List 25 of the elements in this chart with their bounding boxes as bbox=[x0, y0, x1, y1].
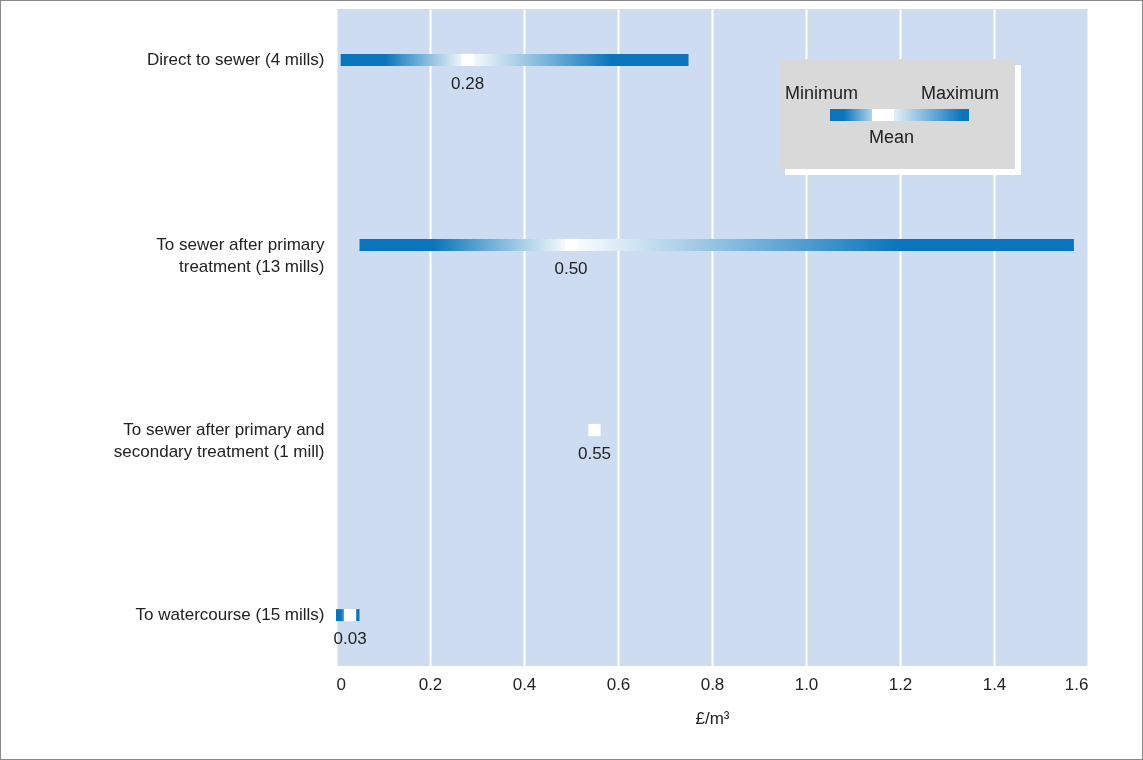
data-label: 0.55 bbox=[577, 444, 612, 464]
annotation: Minimum bbox=[785, 83, 859, 104]
x-tick-label: 1.6 bbox=[1064, 674, 1089, 694]
y-tick-label: To sewer after primary and secondary treatment (1 mill) bbox=[113, 420, 325, 462]
data-label: 0.50 bbox=[554, 258, 588, 278]
point bbox=[564, 238, 578, 252]
x-tick-label: 0.4 bbox=[512, 674, 537, 694]
data-label: 0.03 bbox=[333, 629, 367, 649]
x-tick-label: 0.2 bbox=[418, 674, 443, 694]
x-tick-label: 0.6 bbox=[606, 674, 631, 694]
point bbox=[343, 608, 357, 622]
point bbox=[588, 423, 601, 437]
x-tick-label: 1.2 bbox=[888, 674, 913, 694]
annotation: Maximum bbox=[921, 83, 1000, 104]
x-tick-label: 1.0 bbox=[794, 674, 819, 694]
x-tick-label: 1.4 bbox=[982, 674, 1007, 694]
x-tick-label: 0 bbox=[336, 674, 346, 694]
y-tick-label: To watercourse (15 mills) bbox=[135, 605, 325, 625]
legend-label: Mean bbox=[869, 127, 915, 148]
y-tick-label: Direct to sewer (4 mills) bbox=[146, 49, 325, 69]
x-tick-label: 0.8 bbox=[700, 674, 725, 694]
y-tick-label: To sewer after primary treatment (13 mills) bbox=[156, 234, 325, 276]
x-axis-title: £/m³ bbox=[695, 708, 730, 728]
point bbox=[461, 53, 474, 67]
data-label: 0.28 bbox=[451, 73, 485, 93]
